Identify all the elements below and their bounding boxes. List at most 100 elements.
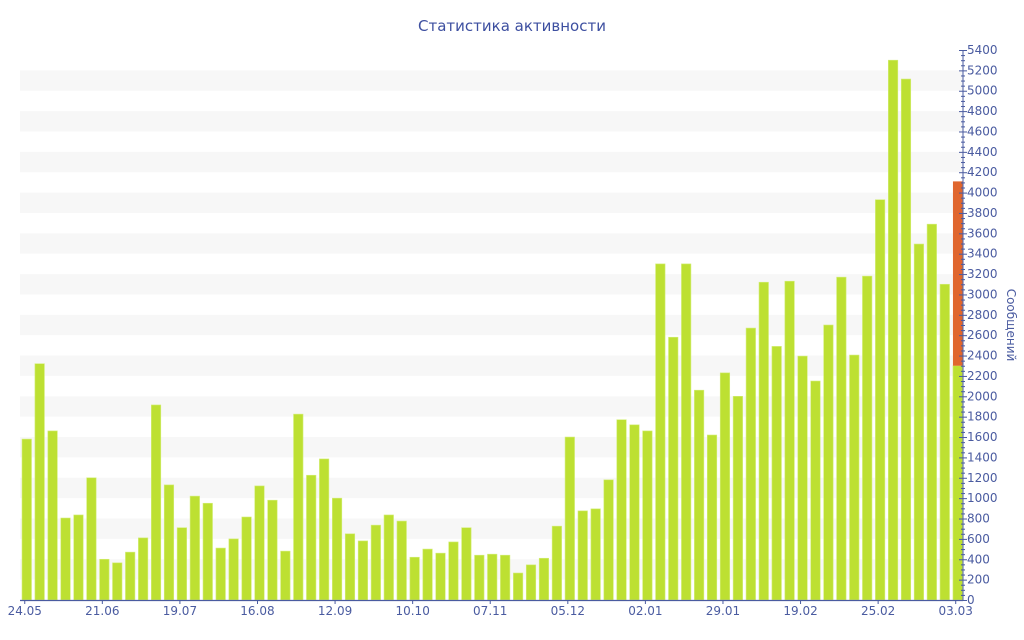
grid-band xyxy=(20,314,963,336)
bar xyxy=(836,276,847,601)
grid-band xyxy=(20,111,963,132)
bar xyxy=(771,346,782,601)
y-tick-label: 1200 xyxy=(967,471,998,485)
bar xyxy=(357,540,368,601)
bar xyxy=(409,556,420,601)
grid-band xyxy=(20,151,963,173)
y-tick-label: 5200 xyxy=(967,63,998,77)
y-tick-label: 3800 xyxy=(967,206,998,220)
y-tick-label: 400 xyxy=(967,552,990,566)
y-tick-label: 1600 xyxy=(967,430,998,444)
bar xyxy=(163,484,175,601)
bar xyxy=(706,434,718,601)
bar xyxy=(875,199,886,601)
y-tick-label: 4400 xyxy=(967,145,998,159)
grid-band xyxy=(20,233,963,254)
bar xyxy=(280,550,291,601)
y-tick-label: 1400 xyxy=(967,450,998,464)
bar xyxy=(228,538,239,601)
bar xyxy=(900,78,912,601)
x-tick-label: 12.09 xyxy=(318,604,352,618)
bar xyxy=(448,541,459,601)
bar xyxy=(629,424,640,601)
bar xyxy=(267,499,278,601)
y-tick-label: 4000 xyxy=(967,186,998,200)
x-axis: 24.05 21.06 19.07 16.08 12.09 10.10 07.11 05.12… xyxy=(8,599,973,618)
bar xyxy=(668,336,679,601)
bar-projection xyxy=(952,181,963,366)
bar xyxy=(306,474,317,601)
bar xyxy=(34,363,45,601)
bar xyxy=(823,324,834,601)
bar xyxy=(513,572,524,601)
y-tick-label: 1000 xyxy=(967,491,998,505)
bar xyxy=(344,533,356,601)
bar xyxy=(254,485,265,601)
grid-band xyxy=(20,396,963,417)
bar xyxy=(125,551,136,601)
bar xyxy=(888,59,899,601)
y-tick-label: 4600 xyxy=(967,124,998,138)
grid-band xyxy=(20,192,963,213)
bar xyxy=(189,495,200,601)
bar xyxy=(525,564,537,601)
y-axis: 0 200 400 600 800 1000 1200 1400 1600 1800 2000 220… xyxy=(959,43,998,607)
bar xyxy=(590,508,601,601)
bar xyxy=(849,354,860,601)
x-tick-label: 29.01 xyxy=(706,604,740,618)
bar xyxy=(732,395,743,601)
bar xyxy=(138,537,149,601)
y-tick-label: 5000 xyxy=(967,84,998,98)
chart-title: Статистика активности xyxy=(418,17,606,35)
y-tick-label: 1800 xyxy=(967,410,998,424)
bar xyxy=(810,380,821,601)
y-tick-label: 800 xyxy=(967,512,990,526)
x-tick-label: 25.02 xyxy=(861,604,895,618)
y-tick-label: 2800 xyxy=(967,308,998,322)
bar xyxy=(577,510,588,601)
bar xyxy=(487,553,498,601)
x-tick-label: 21.06 xyxy=(85,604,119,618)
bar xyxy=(60,517,71,601)
y-tick-label: 3000 xyxy=(967,287,998,301)
bar xyxy=(332,497,343,601)
grid-band xyxy=(20,437,963,458)
bar xyxy=(745,327,756,601)
y-tick-label: 4800 xyxy=(967,104,998,118)
bar xyxy=(681,263,692,601)
bar xyxy=(719,372,731,601)
x-tick-label: 10.10 xyxy=(395,604,429,618)
bar xyxy=(151,404,162,601)
bar xyxy=(202,502,213,601)
bar xyxy=(370,524,381,601)
y-tick-label: 0 xyxy=(967,593,975,607)
bar xyxy=(241,516,252,601)
bar xyxy=(474,554,485,601)
x-tick-label: 19.07 xyxy=(163,604,197,618)
bar xyxy=(694,389,705,601)
y-tick-label: 2400 xyxy=(967,349,998,363)
y-tick-label: 600 xyxy=(967,532,990,546)
x-tick-label: 07.11 xyxy=(473,604,507,618)
bar xyxy=(383,514,394,601)
bar xyxy=(319,458,330,601)
x-tick-label: 16.08 xyxy=(240,604,274,618)
bar xyxy=(293,413,304,601)
bar xyxy=(422,548,433,601)
y-tick-label: 200 xyxy=(967,573,990,587)
bar xyxy=(913,243,924,601)
bar xyxy=(21,438,32,601)
bar xyxy=(215,547,226,601)
y-tick-label: 2000 xyxy=(967,389,998,403)
x-tick-label: 19.02 xyxy=(783,604,817,618)
bar xyxy=(642,430,653,601)
y-axis-label: Сообщений xyxy=(1004,289,1018,362)
y-tick-label: 2600 xyxy=(967,328,998,342)
bar xyxy=(73,514,84,601)
bar xyxy=(112,562,123,601)
grid-band xyxy=(20,477,963,499)
bar xyxy=(176,527,187,601)
x-tick-label: 02.01 xyxy=(628,604,662,618)
bar xyxy=(655,263,666,601)
